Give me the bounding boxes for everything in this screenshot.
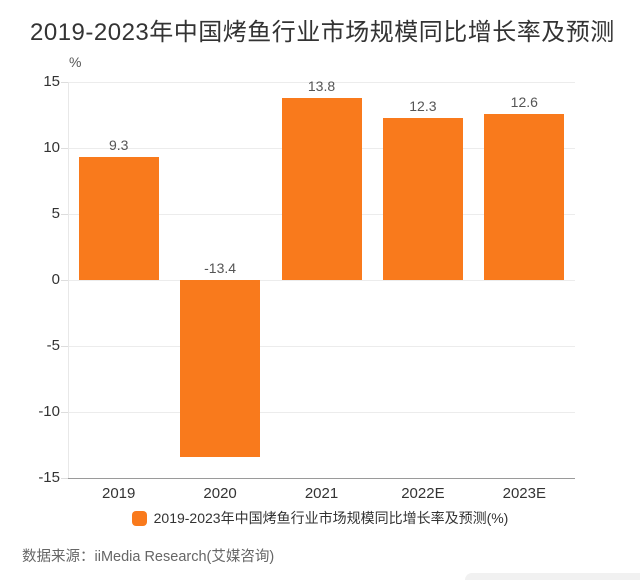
gridline bbox=[68, 82, 575, 83]
y-tick-label: -5 bbox=[46, 337, 60, 354]
bar-value-label: 9.3 bbox=[108, 137, 129, 154]
chart-title: 2019-2023年中国烤鱼行业市场规模同比增长率及预测 bbox=[30, 19, 615, 46]
gridline bbox=[68, 478, 575, 479]
y-axis-tick bbox=[61, 82, 68, 83]
x-tick-label: 2022E bbox=[401, 485, 445, 502]
corner-decoration bbox=[465, 573, 640, 580]
bar-value-label: 12.3 bbox=[409, 97, 437, 114]
bar bbox=[382, 117, 463, 280]
y-axis-tick bbox=[61, 148, 68, 149]
bar-value-label: -13.4 bbox=[204, 260, 237, 276]
x-tick-label: 2021 bbox=[304, 485, 339, 502]
y-tick-label: -10 bbox=[38, 403, 60, 420]
x-tick-label: 2019 bbox=[102, 485, 136, 502]
y-axis-tick bbox=[61, 412, 68, 413]
bar bbox=[180, 280, 261, 457]
bar bbox=[484, 113, 565, 280]
gridline bbox=[68, 412, 575, 413]
y-axis-line bbox=[68, 82, 69, 478]
data-source-text: 数据来源：iiMedia Research(艾媒咨询) bbox=[22, 549, 275, 565]
y-axis-tick bbox=[61, 478, 68, 479]
y-tick-label: 5 bbox=[51, 205, 60, 222]
bar-value-label: 13.8 bbox=[307, 77, 336, 94]
legend-marker-icon bbox=[131, 510, 147, 526]
y-axis-tick bbox=[61, 346, 68, 347]
y-tick-label: 10 bbox=[43, 139, 60, 156]
x-tick-label: 2023E bbox=[502, 485, 546, 502]
y-axis-tick bbox=[61, 280, 68, 281]
bar bbox=[78, 157, 159, 280]
legend: 2019-2023年中国烤鱼行业市场规模同比增长率及预测(%) bbox=[0, 508, 640, 528]
y-tick-label: 0 bbox=[51, 271, 60, 288]
legend-label: 2019-2023年中国烤鱼行业市场规模同比增长率及预测(%) bbox=[153, 510, 509, 526]
gridline bbox=[68, 280, 575, 281]
bar-value-label: 12.6 bbox=[510, 93, 538, 110]
y-tick-label: -15 bbox=[38, 469, 60, 486]
y-tick-label: 15 bbox=[43, 73, 60, 90]
x-tick-label: 2020 bbox=[203, 485, 237, 502]
y-axis-tick bbox=[61, 214, 68, 215]
bar bbox=[281, 97, 362, 280]
y-axis-unit-label: % bbox=[69, 54, 82, 70]
gridline bbox=[68, 346, 575, 347]
